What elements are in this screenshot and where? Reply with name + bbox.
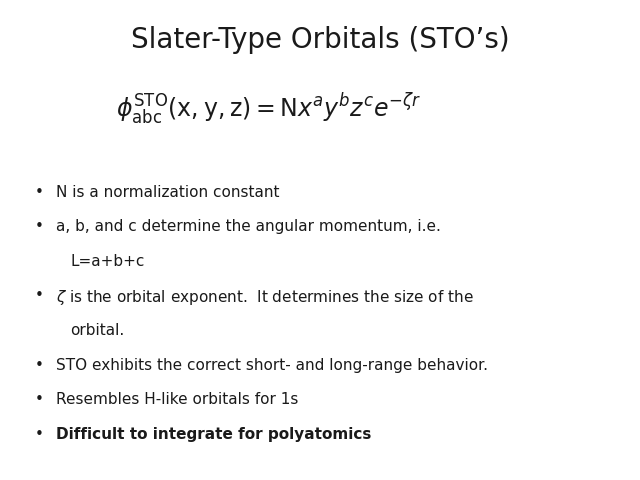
Text: Slater-Type Orbitals (STO’s): Slater-Type Orbitals (STO’s) xyxy=(131,26,509,54)
Text: •: • xyxy=(35,392,44,407)
Text: Difficult to integrate for polyatomics: Difficult to integrate for polyatomics xyxy=(56,427,372,442)
Text: orbital.: orbital. xyxy=(70,323,125,338)
Text: •: • xyxy=(35,219,44,234)
Text: $\zeta$ is the orbital exponent.  It determines the size of the: $\zeta$ is the orbital exponent. It dete… xyxy=(56,288,474,308)
Text: •: • xyxy=(35,358,44,372)
Text: N is a normalization constant: N is a normalization constant xyxy=(56,185,280,200)
Text: •: • xyxy=(35,427,44,442)
Text: •: • xyxy=(35,185,44,200)
Text: Resembles H-like orbitals for 1s: Resembles H-like orbitals for 1s xyxy=(56,392,299,407)
Text: •: • xyxy=(35,288,44,303)
Text: a, b, and c determine the angular momentum, i.e.: a, b, and c determine the angular moment… xyxy=(56,219,441,234)
Text: STO exhibits the correct short- and long-range behavior.: STO exhibits the correct short- and long… xyxy=(56,358,488,372)
Text: L=a+b+c: L=a+b+c xyxy=(70,254,145,269)
Text: $\phi_{\mathrm{abc}}^{\mathrm{STO}}(\mathrm{x,y,z}) = \mathrm{N}x^{a}y^{b}z^{c}e: $\phi_{\mathrm{abc}}^{\mathrm{STO}}(\mat… xyxy=(116,91,421,127)
